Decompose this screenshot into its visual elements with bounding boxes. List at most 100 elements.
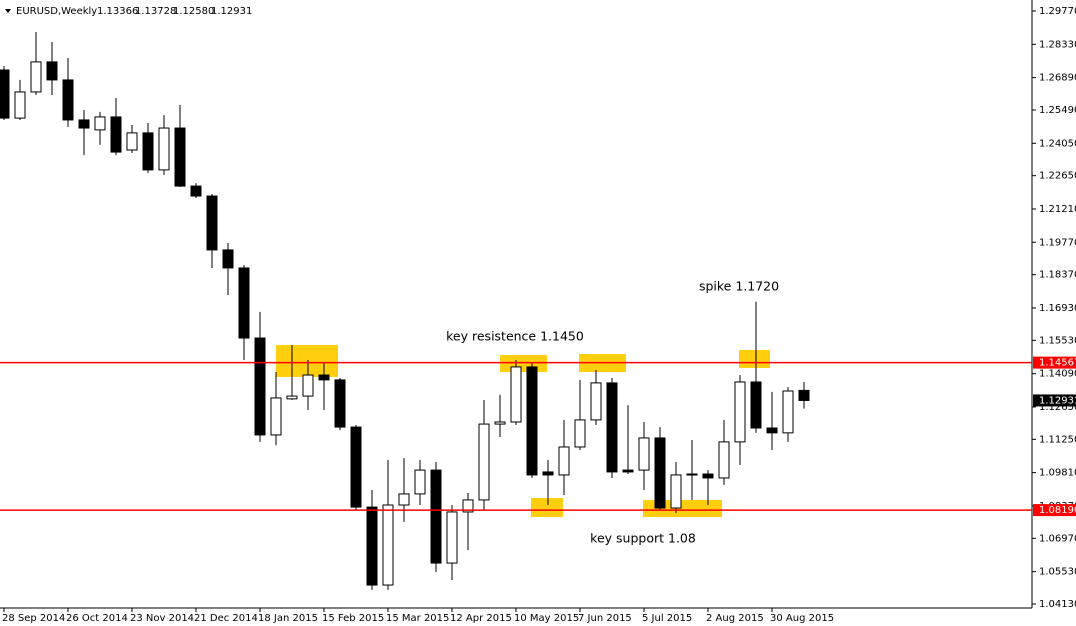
y-tick-label: 1.24050 <box>1039 138 1076 149</box>
highlight-box <box>500 355 547 372</box>
x-tick-label: 2 Aug 2015 <box>706 613 764 624</box>
candle-body <box>318 374 330 381</box>
x-tick-label: 10 May 2015 <box>514 613 579 624</box>
x-tick-label: 12 Apr 2015 <box>450 613 512 624</box>
header-value: 1.13728 <box>135 6 176 17</box>
candle-body <box>286 395 298 400</box>
candle-body <box>670 474 682 509</box>
candle-body <box>0 69 10 119</box>
candle-body <box>206 195 218 251</box>
y-tick-label: 1.11250 <box>1039 434 1076 445</box>
current-price-label: 1.12931 <box>1039 395 1076 406</box>
candle-body <box>14 91 26 119</box>
candle-body <box>718 441 730 479</box>
y-tick-label: 1.19770 <box>1039 237 1076 248</box>
x-tick-label: 5 Jul 2015 <box>642 613 692 624</box>
candle-body <box>734 381 746 443</box>
annotation: key support 1.08 <box>590 531 696 546</box>
y-tick-label: 1.14090 <box>1039 369 1076 380</box>
level-label: 1.14567 <box>1039 358 1076 369</box>
y-tick-label: 1.28330 <box>1039 39 1076 50</box>
candle-body <box>462 499 474 513</box>
candle-body <box>798 389 810 401</box>
candle-body <box>542 471 554 476</box>
y-tick-label: 1.18370 <box>1039 270 1076 281</box>
candle-body <box>382 504 394 586</box>
candle-body <box>654 437 666 509</box>
y-tick-label: 1.04130 <box>1039 599 1076 610</box>
candle-body <box>238 267 250 339</box>
candle-body <box>366 506 378 586</box>
candle-body <box>494 421 506 425</box>
y-tick-label: 1.09810 <box>1039 468 1076 479</box>
candle-body <box>78 119 90 129</box>
candle-body <box>782 390 794 434</box>
candle-body <box>526 366 538 476</box>
candle-body <box>558 446 570 476</box>
candle-body <box>590 382 602 421</box>
level-label-box <box>1033 356 1076 369</box>
candle-body <box>158 127 170 171</box>
candle-body <box>62 79 74 121</box>
annotation: spike 1.1720 <box>699 279 779 294</box>
candle-body <box>110 116 122 153</box>
y-tick-label: 1.15530 <box>1039 335 1076 346</box>
candle-body <box>686 473 698 476</box>
candle-body <box>510 366 522 423</box>
candle-body <box>334 379 346 428</box>
x-tick-label: 15 Mar 2015 <box>386 613 449 624</box>
x-tick-label: 23 Nov 2014 <box>130 613 194 624</box>
candle-body <box>638 437 650 471</box>
candle-body <box>350 426 362 508</box>
x-tick-label: 15 Feb 2015 <box>322 613 384 624</box>
candle-body <box>190 185 202 197</box>
candle-body <box>270 397 282 436</box>
y-tick-label: 1.21210 <box>1039 204 1076 215</box>
candle-body <box>446 511 458 564</box>
candle-body <box>574 419 586 448</box>
header-value: 1.12580 <box>173 6 214 17</box>
y-tick-label: 1.05530 <box>1039 567 1076 578</box>
x-tick-label: 21 Dec 2014 <box>194 613 258 624</box>
candle-body <box>254 337 266 436</box>
candle-body <box>398 493 410 506</box>
chart-title: EURUSD,Weekly <box>16 6 97 17</box>
header-value: 1.13366 <box>97 6 138 17</box>
candle-body <box>702 473 714 479</box>
candle-body <box>142 132 154 171</box>
candle-body <box>126 132 138 151</box>
level-label-box <box>1033 504 1076 517</box>
highlight-box <box>739 350 770 368</box>
x-tick-label: 30 Aug 2015 <box>770 613 834 624</box>
candle-body <box>174 127 186 187</box>
x-tick-label: 26 Oct 2014 <box>66 613 128 624</box>
candle-body <box>222 249 234 269</box>
candle-body <box>766 427 778 434</box>
y-tick-label: 1.26890 <box>1039 73 1076 84</box>
x-tick-label: 28 Sep 2014 <box>2 613 65 624</box>
y-tick-label: 1.29770 <box>1039 6 1076 17</box>
candle-body <box>430 469 442 564</box>
highlight-box <box>531 498 563 517</box>
current-price-box <box>1033 394 1076 407</box>
candle-body <box>30 61 42 93</box>
candle-body <box>302 374 314 397</box>
level-label: 1.08190 <box>1039 505 1076 516</box>
x-tick-label: 7 Jun 2015 <box>578 613 632 624</box>
annotation: key resistence 1.1450 <box>446 329 584 344</box>
candle-body <box>414 469 426 495</box>
candle-body <box>478 423 490 501</box>
header-value: 1.12931 <box>211 6 252 17</box>
candle-body <box>606 382 618 473</box>
x-tick-label: 18 Jan 2015 <box>258 613 318 624</box>
plot <box>0 32 810 590</box>
y-tick-label: 1.16930 <box>1039 303 1076 314</box>
highlight-box <box>276 345 338 377</box>
y-tick-label: 1.12650 <box>1039 402 1076 413</box>
y-tick-label: 1.06970 <box>1039 533 1076 544</box>
y-tick-label: 1.22650 <box>1039 171 1076 182</box>
menu-arrow[interactable] <box>5 9 11 13</box>
candle-body <box>94 116 106 131</box>
